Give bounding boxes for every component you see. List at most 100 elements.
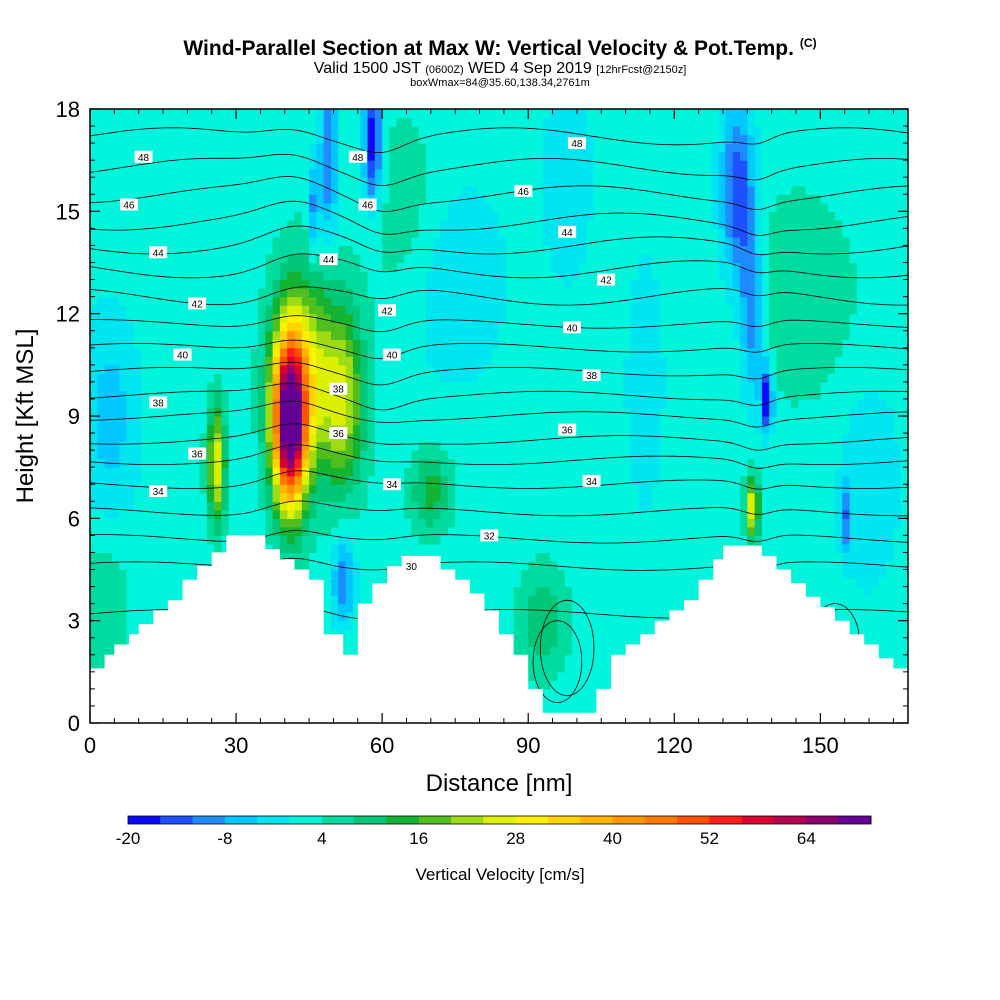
velocity-cell <box>871 373 880 383</box>
valid-date: WED 4 Sep 2019 <box>468 60 592 77</box>
velocity-cell <box>294 518 303 528</box>
velocity-cell <box>798 526 807 536</box>
velocity-cell <box>184 475 193 485</box>
velocity-cell <box>572 398 580 409</box>
velocity-cell <box>404 424 412 434</box>
velocity-cell <box>586 629 595 639</box>
velocity-cell <box>323 364 332 374</box>
velocity-cell <box>703 518 712 528</box>
velocity-cell <box>615 373 624 383</box>
velocity-cell <box>769 526 778 536</box>
velocity-cell <box>148 390 157 400</box>
velocity-cell <box>783 552 792 562</box>
velocity-cell <box>842 373 851 383</box>
velocity-cell <box>206 364 215 374</box>
velocity-cell <box>389 552 398 562</box>
velocity-cell <box>535 433 544 443</box>
velocity-cell <box>294 484 303 494</box>
velocity-cell <box>805 484 814 494</box>
velocity-cell <box>104 620 113 630</box>
velocity-cell <box>871 620 880 630</box>
velocity-cell <box>893 424 902 434</box>
velocity-cell <box>666 407 675 417</box>
velocity-cell <box>155 560 164 571</box>
velocity-cell <box>593 603 602 613</box>
velocity-cell <box>586 535 595 545</box>
velocity-cell <box>856 424 865 434</box>
velocity-cell <box>90 416 98 426</box>
velocity-cell <box>659 535 668 545</box>
velocity-cell <box>396 407 405 417</box>
velocity-cell <box>287 492 296 502</box>
velocity-cell <box>396 381 405 392</box>
velocity-cell <box>192 364 201 374</box>
velocity-cell <box>294 467 303 477</box>
velocity-cell <box>148 347 157 357</box>
velocity-cell <box>323 381 332 392</box>
velocity-cell <box>900 416 908 426</box>
velocity-cell <box>871 518 880 528</box>
velocity-cell <box>301 475 310 485</box>
velocity-cell <box>761 543 770 554</box>
velocity-cell <box>827 458 836 468</box>
velocity-cell <box>805 373 814 383</box>
velocity-cell <box>331 475 339 485</box>
velocity-cell <box>659 612 668 622</box>
velocity-cell <box>477 543 485 554</box>
velocity-cell <box>769 390 778 400</box>
velocity-cell <box>316 543 325 554</box>
velocity-cell <box>513 458 522 468</box>
velocity-cell <box>184 356 193 366</box>
velocity-cell <box>382 552 391 562</box>
velocity-cell <box>586 560 595 571</box>
velocity-cell <box>878 552 887 562</box>
velocity-cell <box>184 339 193 349</box>
velocity-cell <box>418 390 427 400</box>
velocity-cell <box>535 492 544 502</box>
velocity-cell <box>535 569 544 579</box>
velocity-cell <box>820 501 829 511</box>
velocity-cell <box>97 535 106 545</box>
velocity-cell <box>630 484 639 494</box>
velocity-cell <box>849 475 858 485</box>
velocity-cell <box>520 595 529 605</box>
velocity-cell <box>163 560 171 571</box>
velocity-cell <box>827 433 836 443</box>
velocity-cell <box>900 620 908 630</box>
velocity-cell <box>827 569 836 579</box>
velocity-cell <box>221 467 230 477</box>
velocity-cell <box>593 458 602 468</box>
velocity-cell <box>557 569 566 579</box>
velocity-cell <box>725 364 734 374</box>
velocity-cell <box>126 433 135 443</box>
velocity-cell <box>791 458 800 468</box>
velocity-cell <box>586 680 595 690</box>
velocity-cell <box>484 441 493 451</box>
velocity-cell <box>900 518 908 528</box>
velocity-cell <box>842 347 851 357</box>
velocity-cell <box>491 552 500 562</box>
velocity-cell <box>513 381 522 392</box>
velocity-cell <box>469 543 478 554</box>
velocity-cell <box>199 501 208 511</box>
velocity-cell <box>834 578 843 588</box>
velocity-cell <box>250 441 259 451</box>
velocity-cell <box>396 398 405 409</box>
velocity-cell <box>893 509 902 519</box>
velocity-cell <box>805 526 814 536</box>
velocity-cell <box>630 398 639 409</box>
velocity-cell <box>279 373 288 383</box>
velocity-cell <box>725 492 734 502</box>
velocity-cell <box>520 441 529 451</box>
velocity-cell <box>608 543 617 554</box>
velocity-cell <box>813 381 821 392</box>
velocity-cell <box>228 364 237 374</box>
velocity-cell <box>783 390 792 400</box>
velocity-cell <box>301 492 310 502</box>
velocity-cell <box>681 356 690 366</box>
velocity-cell <box>608 364 617 374</box>
velocity-cell <box>425 381 434 392</box>
velocity-cell <box>732 347 741 357</box>
velocity-cell <box>659 450 668 460</box>
velocity-cell <box>90 467 98 477</box>
